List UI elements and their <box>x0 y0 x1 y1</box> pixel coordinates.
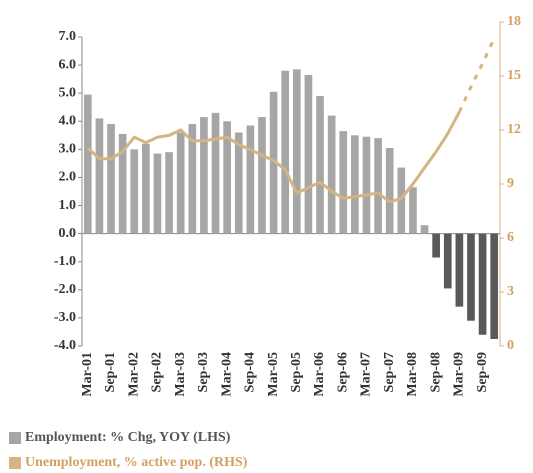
bar <box>107 124 115 234</box>
x-tick-label: Sep-01 <box>103 352 118 392</box>
x-tick-label: Mar-08 <box>405 352 420 397</box>
x-tick-label: Mar-06 <box>312 352 327 397</box>
bar <box>374 138 382 234</box>
bar <box>153 153 162 234</box>
legend-swatch <box>9 432 21 444</box>
legend-swatch <box>9 457 21 469</box>
legend-label: Unemployment, % active pop. (RHS) <box>25 455 248 470</box>
bar <box>385 147 394 234</box>
y2-tick-label: 6 <box>507 230 514 245</box>
x-tick-label: Mar-04 <box>219 352 234 397</box>
bar <box>327 115 336 234</box>
bar <box>455 233 464 307</box>
x-tick-label: Sep-05 <box>289 352 304 392</box>
x-tick-label: Sep-07 <box>382 352 397 392</box>
forecast-line <box>457 37 496 113</box>
bar <box>432 233 440 258</box>
x-tick-label: Sep-04 <box>243 352 258 392</box>
x-tick-label: Mar-05 <box>266 352 281 397</box>
y-tick-label: 2.0 <box>59 170 77 185</box>
bar <box>130 149 139 234</box>
x-tick-label: Sep-02 <box>150 352 165 392</box>
y-tick-label: -1.0 <box>54 254 76 269</box>
y-tick-label: 3.0 <box>59 142 77 157</box>
y2-tick-label: 9 <box>507 176 514 191</box>
bar <box>258 117 266 234</box>
x-tick-label: Mar-02 <box>126 352 141 397</box>
bar <box>234 132 243 234</box>
x-tick-label: Mar-01 <box>80 352 95 397</box>
y-tick-label: -2.0 <box>54 282 76 297</box>
bar <box>362 136 371 234</box>
y2-tick-label: 0 <box>507 338 514 353</box>
x-tick-label: Sep-06 <box>335 352 350 392</box>
bar <box>316 95 324 234</box>
bar <box>269 91 278 234</box>
y2-tick-label: 18 <box>507 14 521 29</box>
y-tick-label: -3.0 <box>54 310 76 325</box>
y-tick-label: 0.0 <box>59 226 77 241</box>
bar <box>83 94 92 234</box>
bar <box>118 133 127 234</box>
y2-tick-label: 3 <box>507 284 514 299</box>
legend-label: Employment: % Chg, YOY (LHS) <box>25 430 231 445</box>
bar <box>351 135 359 234</box>
bar <box>281 70 290 234</box>
x-tick-label: Mar-07 <box>359 352 374 397</box>
y-tick-label: 4.0 <box>59 113 77 128</box>
bar <box>246 125 255 234</box>
bar <box>304 74 313 234</box>
bar <box>176 132 185 234</box>
bar <box>420 225 429 234</box>
line <box>86 111 461 204</box>
bar <box>142 143 150 234</box>
bar <box>165 152 173 234</box>
bar <box>339 131 348 234</box>
bar <box>478 233 487 335</box>
bar <box>211 112 220 234</box>
x-tick-label: Sep-03 <box>196 352 211 392</box>
y-tick-label: 5.0 <box>59 85 77 100</box>
bar <box>443 233 452 289</box>
x-tick-label: Mar-03 <box>173 352 188 397</box>
bar <box>200 117 208 234</box>
y-tick-label: -4.0 <box>54 338 76 353</box>
bar <box>188 124 197 234</box>
x-tick-label: Mar-09 <box>452 352 467 397</box>
bar <box>490 233 499 339</box>
bar <box>467 233 475 321</box>
y2-tick-label: 12 <box>507 122 521 137</box>
y-tick-label: 7.0 <box>59 29 77 44</box>
y2-tick-label: 15 <box>507 68 521 83</box>
x-tick-label: Sep-08 <box>428 352 443 392</box>
bar <box>223 121 231 234</box>
bar <box>397 167 406 234</box>
bar <box>409 187 417 234</box>
bar <box>292 69 301 234</box>
y-tick-label: 6.0 <box>59 57 77 72</box>
x-tick-label: Sep-09 <box>475 352 490 392</box>
y-tick-label: 1.0 <box>59 198 77 213</box>
bar <box>95 118 104 234</box>
